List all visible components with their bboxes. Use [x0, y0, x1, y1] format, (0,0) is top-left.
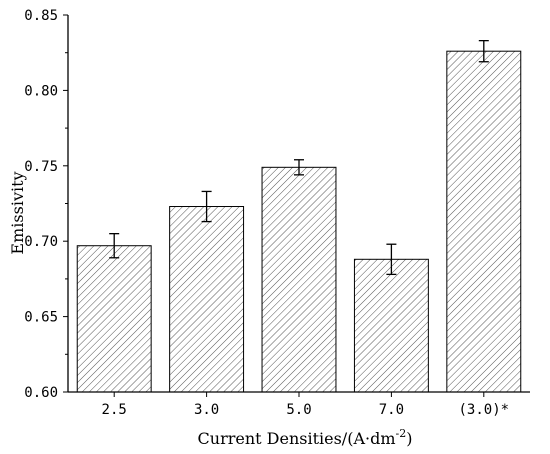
y-tick-label-3: 0.70 — [24, 234, 58, 250]
error-bar-2 — [201, 190, 212, 223]
axes-layer: 2.5 3.0 5.0 7.0 (3.0)* 0.60 0.65 0.70 0.75 0.80 0.… — [24, 8, 530, 418]
bar-3 — [261, 166, 337, 393]
x-tick-label-3: 5.0 — [286, 402, 311, 418]
bar-5 — [446, 50, 522, 393]
y-tick-label-2: 0.65 — [24, 310, 58, 326]
error-bar-1 — [109, 233, 120, 259]
x-tick-label-4: 7.0 — [379, 402, 404, 418]
y-tick-label-5: 0.80 — [24, 83, 58, 99]
bar-2 — [169, 206, 245, 393]
y-tick-label-1: 0.60 — [24, 385, 58, 401]
x-tick-label-2: 3.0 — [194, 402, 219, 418]
bars-layer — [76, 39, 522, 393]
x-axis-title: Current Densities/(A·dm-2) — [198, 427, 413, 448]
y-axis-title: Emissivity — [8, 171, 27, 254]
bar-4 — [353, 258, 429, 393]
x-tick-label-5: (3.0)* — [459, 402, 510, 418]
bar-1 — [76, 245, 152, 393]
x-tick-label-1: 2.5 — [102, 402, 127, 418]
error-bar-3 — [294, 159, 304, 176]
error-bar-4 — [386, 243, 397, 276]
y-tick-label-6: 0.85 — [24, 8, 58, 24]
y-tick-label-4: 0.75 — [24, 159, 58, 175]
error-bar-5 — [478, 39, 489, 63]
